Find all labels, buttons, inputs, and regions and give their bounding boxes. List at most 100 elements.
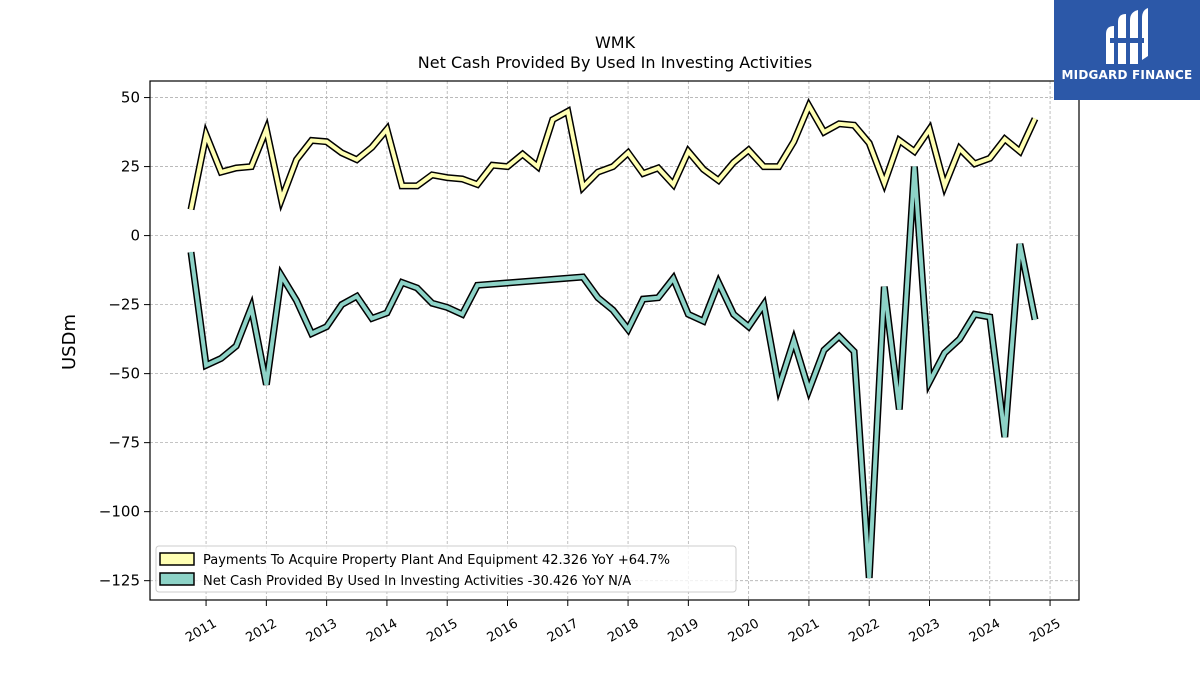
data-point [190,208,192,210]
legend-label-capex: Payments To Acquire Property Plant And E… [203,553,670,568]
data-point [642,172,644,175]
chart-subtitle: Net Cash Provided By Used In Investing A… [418,53,812,72]
series-line-outline [187,166,1039,579]
data-point [627,152,629,154]
data-point [356,159,358,161]
data-point [265,128,267,130]
y-tick-label: −100 [99,503,140,521]
data-point [386,312,388,314]
data-point [672,183,674,186]
data-point [1004,436,1006,438]
data-point [838,123,840,125]
data-point [265,384,267,386]
y-tick-label: 50 [121,89,140,107]
data-point [220,171,222,173]
y-tick-label: 25 [121,158,140,176]
data-point [341,152,343,154]
data-point [657,167,659,169]
data-point [687,150,689,152]
data-point [642,298,644,300]
logo-text: MIDGARD FINANCE [1061,68,1193,82]
data-point [748,149,750,151]
data-point [326,326,328,328]
data-point [1019,150,1021,152]
data-point [989,157,991,159]
data-point [1004,138,1006,140]
series-0 [187,97,1039,213]
series-line-outline [187,97,1039,213]
x-tick-label: 2024 [967,616,1003,646]
x-tick-label: 2014 [364,616,400,646]
data-point [506,166,509,168]
data-point [311,333,313,335]
data-point [280,199,282,201]
data-point [793,141,795,143]
data-point [476,183,478,186]
data-point [883,182,885,184]
data-point [597,171,599,173]
data-point [567,110,569,112]
data-point [235,167,237,169]
data-point [944,352,946,354]
chart-title: WMK [595,33,636,52]
brand-logo: MIDGARD FINANCE [1054,0,1200,100]
data-point [401,281,403,284]
data-point [537,166,539,168]
data-point [853,124,855,126]
legend-swatch-capex [159,552,195,566]
data-point [341,304,343,306]
data-point [763,304,765,306]
data-point [401,185,403,187]
data-point [717,179,720,181]
x-tick-label: 2022 [846,616,882,646]
data-point [883,286,885,288]
x-tick-label: 2012 [244,616,280,646]
x-tick-label: 2021 [786,616,822,646]
data-point [431,174,433,176]
data-point [461,313,463,315]
data-point [823,349,825,351]
data-point [672,277,674,279]
data-point [446,177,448,179]
data-point [446,306,448,308]
data-point [928,381,931,383]
data-point [868,577,870,579]
x-tick-label: 2018 [605,616,641,646]
legend-swatch-investing [159,572,195,586]
data-point [913,150,916,152]
data-point [371,317,373,319]
data-point [959,148,961,150]
data-point [612,309,614,311]
data-point [491,164,493,166]
data-point [913,166,916,168]
data-point [205,364,207,366]
data-point [748,326,750,328]
data-point [552,119,554,121]
x-tick-label: 2011 [183,616,219,646]
data-point [461,178,463,180]
data-point [989,316,991,318]
data-point [657,297,659,299]
data-point [416,287,418,289]
data-point [702,168,705,170]
data-point [386,128,388,130]
data-point [1034,118,1036,120]
series-lines [187,97,1039,579]
data-point [220,357,222,359]
logo-mark-icon [1106,8,1148,64]
x-tick-label: 2025 [1027,616,1063,646]
data-point [280,275,282,277]
data-point [431,302,433,304]
data-point [733,161,735,163]
data-point [808,389,810,391]
x-tick-label: 2016 [485,616,521,646]
legend-frame [155,545,737,593]
data-point [823,131,825,133]
data-point [778,386,780,388]
x-tick-label: 2015 [424,616,460,646]
data-point [250,306,252,308]
data-point [311,139,313,141]
data-point [898,408,900,411]
data-point [582,276,584,278]
